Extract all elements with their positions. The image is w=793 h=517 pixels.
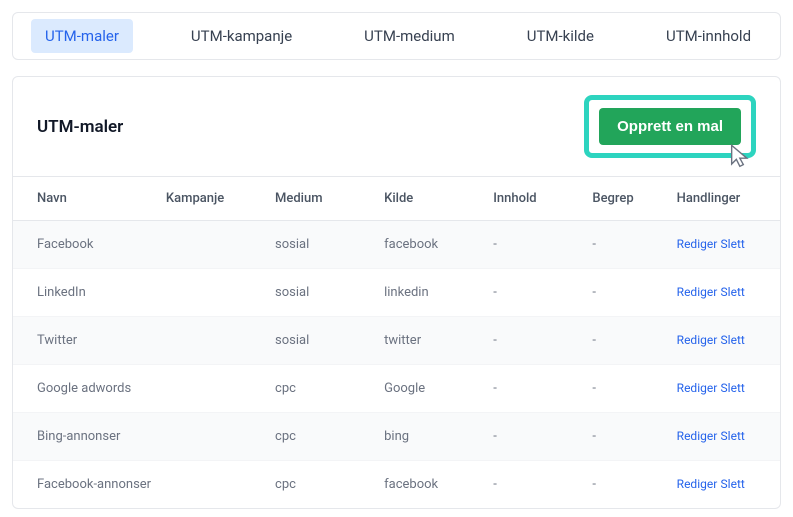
table-body: Facebooksosialfacebook--Rediger SlettLin… <box>13 221 780 508</box>
cell-content: - <box>493 381 592 396</box>
cell-actions: Rediger Slett <box>677 333 756 348</box>
cell-content: - <box>493 237 592 252</box>
cell-actions: Rediger Slett <box>677 477 756 492</box>
delete-link[interactable]: Slett <box>721 477 745 491</box>
cell-name: Twitter <box>37 333 166 348</box>
cell-term: - <box>592 285 676 300</box>
table-row: Facebooksosialfacebook--Rediger Slett <box>13 221 780 269</box>
edit-link[interactable]: Rediger <box>677 285 718 299</box>
cell-term: - <box>592 381 676 396</box>
cell-term: - <box>592 237 676 252</box>
panel-title: UTM-maler <box>37 117 123 137</box>
edit-link[interactable]: Rediger <box>677 381 718 395</box>
cell-medium: cpc <box>275 429 384 444</box>
edit-link[interactable]: Rediger <box>677 237 718 251</box>
cell-name: Google adwords <box>37 381 166 396</box>
column-header-source: Kilde <box>384 191 493 206</box>
cell-actions: Rediger Slett <box>677 285 756 300</box>
highlight-callout: Opprett en mal <box>584 95 756 158</box>
cell-source: bing <box>384 429 493 444</box>
edit-link[interactable]: Rediger <box>677 429 718 443</box>
cell-name: Facebook <box>37 237 166 252</box>
cell-name: LinkedIn <box>37 285 166 300</box>
column-header-term: Begrep <box>592 191 676 206</box>
create-template-button[interactable]: Opprett en mal <box>599 108 741 145</box>
column-header-campaign: Kampanje <box>166 191 275 206</box>
delete-link[interactable]: Slett <box>721 381 745 395</box>
cell-content: - <box>493 285 592 300</box>
cell-medium: cpc <box>275 477 384 492</box>
cell-medium: sosial <box>275 237 384 252</box>
cell-source: twitter <box>384 333 493 348</box>
table-row: LinkedInsosiallinkedin--Rediger Slett <box>13 269 780 317</box>
cell-term: - <box>592 333 676 348</box>
delete-link[interactable]: Slett <box>721 285 745 299</box>
cell-name: Bing-annonser <box>37 429 166 444</box>
panel-header: UTM-maler Opprett en mal <box>13 77 780 176</box>
cell-actions: Rediger Slett <box>677 381 756 396</box>
tab-utm-maler[interactable]: UTM-maler <box>31 19 133 53</box>
tab-utm-kilde[interactable]: UTM-kilde <box>513 19 608 53</box>
cell-name: Facebook-annonser <box>37 477 166 492</box>
cursor-icon <box>727 143 755 171</box>
column-header-actions: Handlinger <box>677 191 756 206</box>
cell-source: Google <box>384 381 493 396</box>
cell-medium: sosial <box>275 285 384 300</box>
tab-utm-kampanje[interactable]: UTM-kampanje <box>177 19 306 53</box>
cell-medium: sosial <box>275 333 384 348</box>
tab-utm-innhold[interactable]: UTM-innhold <box>652 19 765 53</box>
cell-actions: Rediger Slett <box>677 237 756 252</box>
column-header-name: Navn <box>37 191 166 206</box>
tabs-container: UTM-maler UTM-kampanje UTM-medium UTM-ki… <box>12 12 781 60</box>
cell-source: linkedin <box>384 285 493 300</box>
table-row: Google adwordscpcGoogle--Rediger Slett <box>13 365 780 413</box>
table-header-row: Navn Kampanje Medium Kilde Innhold Begre… <box>13 176 780 221</box>
cell-content: - <box>493 333 592 348</box>
cell-medium: cpc <box>275 381 384 396</box>
delete-link[interactable]: Slett <box>721 429 745 443</box>
cell-content: - <box>493 477 592 492</box>
delete-link[interactable]: Slett <box>721 333 745 347</box>
panel-utm-maler: UTM-maler Opprett en mal Navn Kampanje M… <box>12 76 781 509</box>
edit-link[interactable]: Rediger <box>677 477 718 491</box>
cell-content: - <box>493 429 592 444</box>
table-row: Bing-annonsercpcbing--Rediger Slett <box>13 413 780 461</box>
table-row: Facebook-annonsercpcfacebook--Rediger Sl… <box>13 461 780 508</box>
tab-utm-medium[interactable]: UTM-medium <box>350 19 469 53</box>
cell-source: facebook <box>384 237 493 252</box>
cell-source: facebook <box>384 477 493 492</box>
templates-table: Navn Kampanje Medium Kilde Innhold Begre… <box>13 176 780 508</box>
column-header-content: Innhold <box>493 191 592 206</box>
cell-term: - <box>592 477 676 492</box>
table-row: Twittersosialtwitter--Rediger Slett <box>13 317 780 365</box>
delete-link[interactable]: Slett <box>721 237 745 251</box>
column-header-medium: Medium <box>275 191 384 206</box>
cell-actions: Rediger Slett <box>677 429 756 444</box>
edit-link[interactable]: Rediger <box>677 333 718 347</box>
cell-term: - <box>592 429 676 444</box>
